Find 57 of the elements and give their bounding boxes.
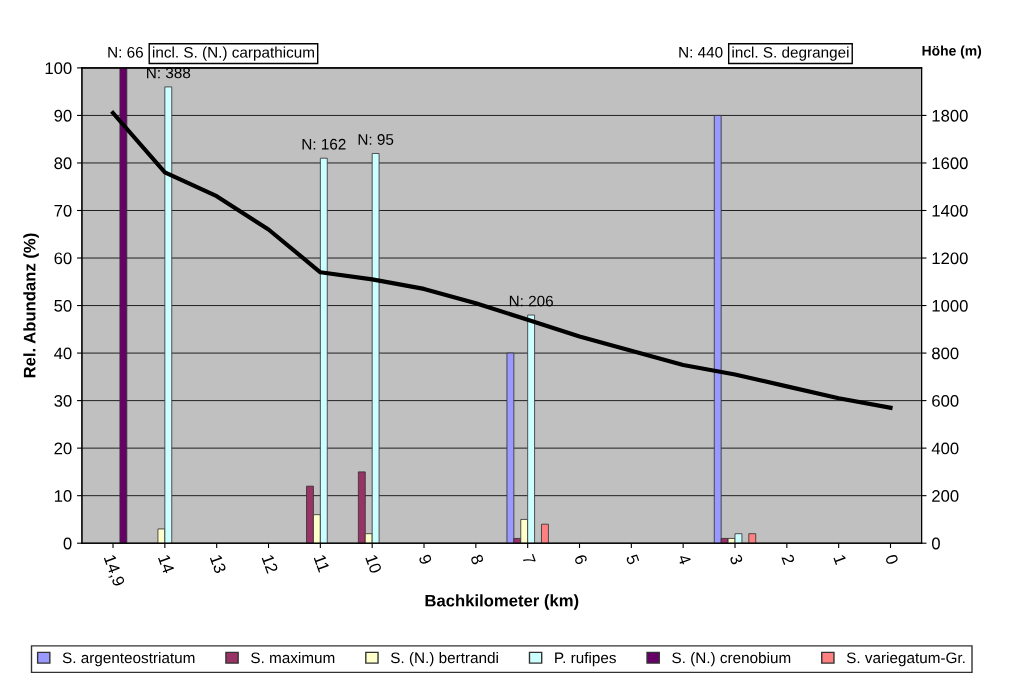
bar — [541, 523, 549, 544]
y2-tick-label: 800 — [932, 347, 959, 360]
legend-label: S. variegatum-Gr. — [846, 652, 965, 667]
y-tick-label: 20 — [54, 442, 72, 455]
x-tick-label: 8 — [470, 553, 485, 566]
y2-tick-label: 1800 — [932, 109, 968, 122]
y-tick-label: 50 — [54, 299, 72, 312]
y2-axis-title: Höhe (m) — [922, 45, 982, 59]
y-tick-label: 10 — [54, 490, 72, 502]
x-tick-label: 3 — [729, 553, 744, 566]
legend-label: S. maximum — [251, 652, 335, 664]
x-tick-label: 0 — [884, 553, 899, 566]
y2-tick-label: 1600 — [932, 157, 968, 170]
x-tick-label: 14 — [158, 554, 175, 575]
legend-label: S. (N.) crenobium — [672, 652, 791, 667]
y-tick-label: 40 — [54, 347, 72, 360]
y2-tick-label: 1400 — [932, 204, 968, 217]
y-tick-label: 60 — [54, 252, 72, 265]
x-tick-label: 12 — [261, 554, 279, 574]
y-tick-label: 100 — [45, 62, 72, 75]
bar — [748, 533, 757, 544]
text: incl. S. (N.) carpathicum — [152, 46, 314, 61]
x-tick-label: 10 — [365, 554, 383, 574]
y2-tick-label: 1200 — [932, 252, 968, 265]
x-tick-label: 14,9 — [101, 554, 126, 588]
legend-label: P. rufipes — [555, 652, 616, 667]
text: N: 66 — [108, 46, 143, 58]
annotation: N: 388 — [147, 67, 191, 79]
y-axis-title: Rel. Abundanz (%) — [23, 233, 39, 378]
y2-tick-label: 400 — [931, 442, 959, 455]
x-axis-title: Bachkilometer (km) — [425, 594, 579, 610]
x-tick-label: 1 — [833, 554, 847, 565]
y2-tick-label: 600 — [932, 395, 959, 407]
legend-label: S. argenteostriatum — [62, 652, 195, 667]
text: N: 440 — [679, 46, 723, 58]
text: incl. S. degrangei — [732, 46, 849, 61]
annotation: N: 162 — [302, 138, 346, 150]
y-tick-label: 0 — [63, 537, 72, 550]
y-tick-label: 80 — [54, 157, 72, 170]
x-tick-label: 6 — [574, 553, 588, 566]
y2-tick-label: 0 — [931, 537, 940, 550]
y2-tick-label: 1000 — [932, 299, 968, 312]
annotation: N: 206 — [509, 295, 553, 307]
legend-label: S. (N.) bertrandi — [390, 652, 498, 667]
x-tick-label: 4 — [677, 553, 692, 566]
y-tick-label: 30 — [54, 395, 72, 407]
x-tick-label: 7 — [522, 553, 536, 565]
y-tick-label: 90 — [54, 109, 72, 122]
x-tick-label: 11 — [313, 554, 330, 573]
x-tick-label: 13 — [209, 554, 227, 574]
x-tick-label: 2 — [781, 553, 796, 565]
bar — [119, 67, 128, 544]
y2-tick-label: 200 — [932, 490, 959, 502]
x-tick-label: 5 — [625, 553, 640, 566]
x-tick-label: 9 — [418, 553, 433, 566]
annotation: N: 95 — [358, 134, 394, 145]
y-tick-label: 70 — [54, 204, 72, 217]
